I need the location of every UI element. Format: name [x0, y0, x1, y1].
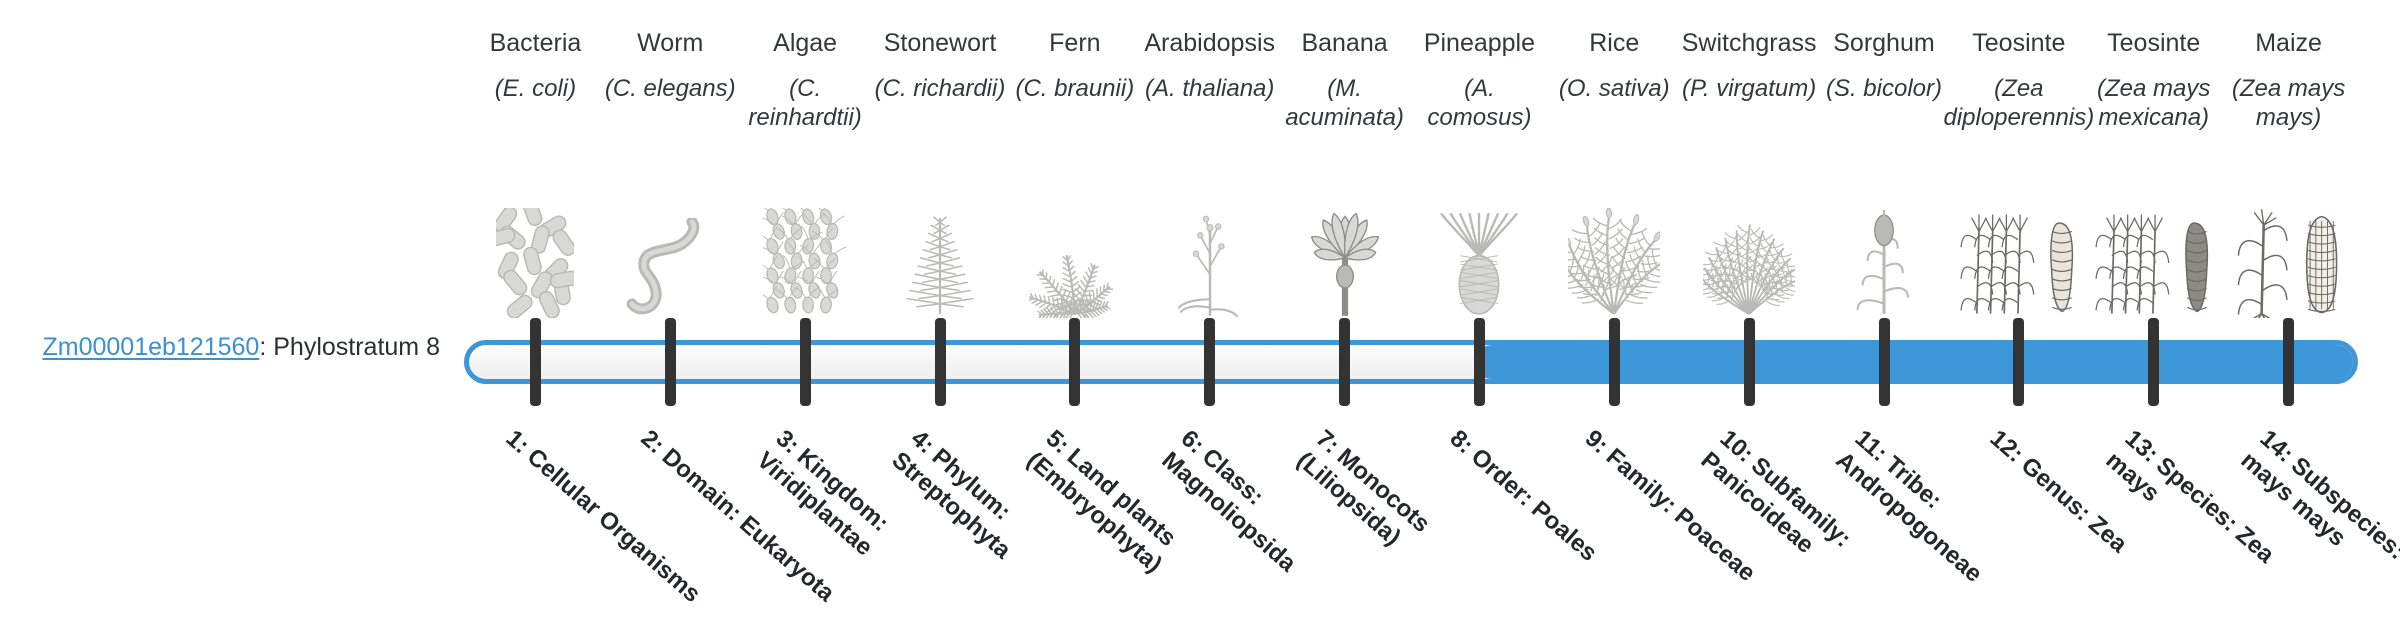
maize-icon [2221, 208, 2356, 318]
species-columns: Bacteria (E. coli) Worm (C. elegans) Algae (C… [468, 28, 2360, 318]
stratum-tick[interactable] [1204, 318, 1216, 406]
species-scientific-name: (O. sativa) [1558, 75, 1670, 102]
species-common-name: Stonewort [883, 29, 997, 57]
stratum-tick[interactable] [1608, 318, 1620, 406]
species-common-name: Algae [773, 29, 838, 57]
stonewort-icon [873, 208, 1008, 318]
species-column: Teosinte (Zea mays mexicana) [2086, 28, 2221, 318]
stratum-tick[interactable] [1743, 318, 1755, 406]
stratum-tick[interactable] [1473, 318, 1485, 406]
teosinte-diploperennis-icon [1951, 208, 2086, 318]
gene-id-link[interactable]: Zm00001eb121560 [42, 333, 260, 361]
stratum-tick[interactable] [2148, 318, 2160, 406]
stratum-tick[interactable] [1878, 318, 1890, 406]
stratum-tick[interactable] [664, 318, 676, 406]
species-common-name: Worm [637, 29, 704, 57]
species-column: Worm (C. elegans) [603, 28, 738, 318]
gene-phylostratum-label: Zm00001eb121560: Phylostratum 8 [40, 332, 440, 362]
species-column: Rice (O. sativa) [1547, 28, 1682, 318]
species-common-name: Pineapple [1423, 29, 1536, 57]
stratum-tick[interactable] [934, 318, 946, 406]
species-common-name: Sorghum [1833, 29, 1935, 57]
phylostratum-timeline: Zm00001eb121560: Phylostratum 8 Bacteria… [40, 28, 2400, 610]
species-column: Banana (M. acuminata) [1277, 28, 1412, 318]
fern-icon [1007, 208, 1142, 318]
species-scientific-name: (C. elegans) [604, 75, 736, 102]
species-column: Bacteria (E. coli) [468, 28, 603, 318]
species-column: Algae (C. reinhardtii) [738, 28, 873, 318]
species-common-name: Teosinte [2107, 29, 2201, 57]
species-column: Teosinte (Zea diploperennis) [1943, 28, 2094, 318]
stratum-number: 12: [1982, 423, 2030, 470]
species-scientific-name: (P. virgatum) [1681, 75, 1817, 102]
sorghum-icon [1817, 208, 1952, 318]
species-column: Sorghum (S. bicolor) [1817, 28, 1952, 318]
species-column: Stonewort (C. richardii) [873, 28, 1008, 318]
species-scientific-name: (Zea mays mays) [2231, 75, 2346, 131]
species-column: Arabidopsis (A. thaliana) [1142, 28, 1277, 318]
stratum-tick[interactable] [2283, 318, 2295, 406]
phylostratum-progress-fill [1475, 345, 2353, 379]
algae-icon [738, 208, 873, 318]
worm-icon [603, 208, 738, 318]
species-common-name: Banana [1301, 29, 1388, 57]
species-common-name: Arabidopsis [1144, 29, 1276, 57]
stratum-rank: Order: Poales [1464, 441, 1605, 569]
stratum-tick[interactable] [529, 318, 541, 406]
species-column: Switchgrass (P. virgatum) [1682, 28, 1817, 318]
bacteria-icon [468, 208, 603, 318]
species-scientific-name: (A. thaliana) [1145, 75, 1275, 102]
stratum-tick[interactable] [799, 318, 811, 406]
species-common-name: Switchgrass [1681, 29, 1817, 57]
banana-icon [1277, 208, 1412, 318]
stratum-tick[interactable] [2013, 318, 2025, 406]
species-column: Maize (Zea mays mays) [2221, 28, 2356, 318]
species-scientific-name: (S. bicolor) [1825, 75, 1942, 102]
gene-label-separator: : [259, 333, 274, 361]
species-common-name: Teosinte [1972, 29, 2066, 57]
species-scientific-name: (C. richardii) [874, 75, 1006, 102]
arabidopsis-icon [1142, 208, 1277, 318]
species-common-name: Fern [1049, 29, 1101, 57]
gene-phylostratum-value: Phylostratum 8 [273, 333, 440, 361]
species-common-name: Rice [1589, 29, 1640, 57]
species-scientific-name: (Zea mays mexicana) [2097, 75, 2211, 131]
teosinte-mexicana-icon [2086, 208, 2221, 318]
species-common-name: Maize [2255, 29, 2322, 57]
species-common-name: Bacteria [489, 29, 582, 57]
species-column: Pineapple (A. comosus) [1412, 28, 1547, 318]
species-scientific-name: (E. coli) [494, 75, 577, 102]
stratum-tick[interactable] [1069, 318, 1081, 406]
stratum-tick[interactable] [1339, 318, 1351, 406]
species-scientific-name: (C. braunii) [1015, 75, 1135, 102]
phylostratum-progress-track[interactable] [464, 340, 2358, 384]
switchgrass-icon [1682, 208, 1817, 318]
species-column: Fern (C. braunii) [1007, 28, 1142, 318]
rice-icon [1547, 208, 1682, 318]
species-scientific-name: (A. comosus) [1427, 75, 1532, 131]
species-scientific-name: (Zea diploperennis) [1943, 75, 2095, 131]
species-scientific-name: (M. acuminata) [1285, 75, 1404, 131]
species-scientific-name: (C. reinhardtii) [748, 75, 862, 131]
pineapple-icon [1412, 208, 1547, 318]
